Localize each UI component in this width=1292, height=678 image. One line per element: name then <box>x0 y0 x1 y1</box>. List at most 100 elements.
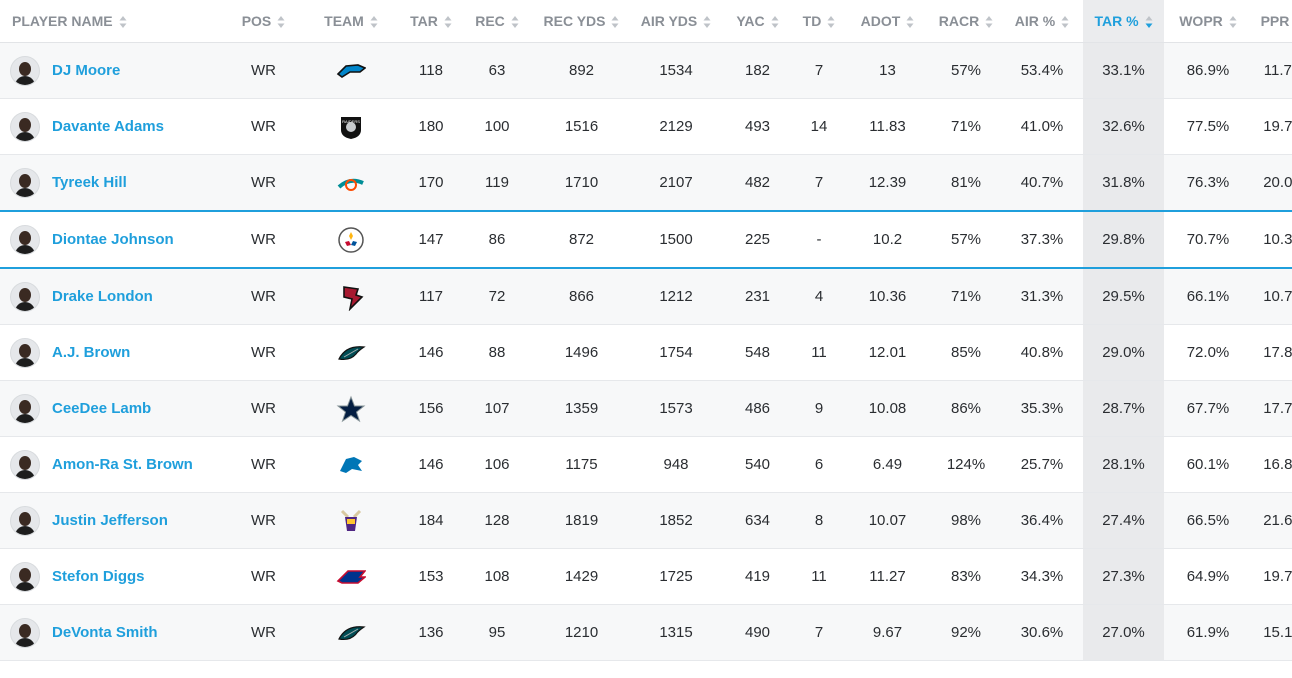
tar-pct-cell: 27.3% <box>1083 548 1164 605</box>
tar-cell: 184 <box>400 492 462 549</box>
table-row[interactable]: Drake London WR 117 72 866 1212 231 4 10.36 71% 31… <box>0 268 1292 325</box>
player-name-link[interactable]: Tyreek Hill <box>52 174 127 191</box>
racr-cell: 81% <box>931 154 1001 212</box>
pos-cell: WR <box>225 98 302 155</box>
column-header-air-yds[interactable]: AIR YDS <box>631 0 721 43</box>
tar-cell: 153 <box>400 548 462 605</box>
table-row[interactable]: Diontae Johnson WR 147 86 872 1500 225-10.2 57%… <box>0 210 1292 269</box>
rec-cell: 106 <box>462 436 532 493</box>
sort-icon[interactable] <box>1229 15 1237 29</box>
column-header-td[interactable]: TD <box>794 0 844 43</box>
column-header-air-pct[interactable]: AIR % <box>1001 0 1083 43</box>
player-name-link[interactable]: Justin Jefferson <box>52 512 168 529</box>
wopr-cell: 77.5% <box>1164 98 1252 155</box>
adot-cell: 6.49 <box>844 436 931 493</box>
player-name-link[interactable]: DeVonta Smith <box>52 624 158 641</box>
rec-cell: 108 <box>462 548 532 605</box>
player-name-link[interactable]: Davante Adams <box>52 118 164 135</box>
wopr-cell: 61.9% <box>1164 604 1252 661</box>
table-row[interactable]: Tyreek Hill WR 170 119 1710 2107 482 7 12.39 81% 4… <box>0 154 1292 212</box>
column-header-label: PLAYER NAME <box>12 12 113 29</box>
tar-pct-cell: 27.4% <box>1083 492 1164 549</box>
player-name-link[interactable]: Drake London <box>52 288 153 305</box>
player-name-link[interactable]: Stefon Diggs <box>52 568 145 585</box>
column-header-label: AIR % <box>1014 12 1056 29</box>
table-row[interactable]: CeeDee Lamb WR 156 107 1359 1573 486 9 10.08 86% 3… <box>0 380 1292 437</box>
column-header-pos[interactable]: POS <box>225 0 302 43</box>
wopr-cell: 67.7% <box>1164 380 1252 437</box>
column-header-name[interactable]: PLAYER NAME <box>0 0 225 43</box>
sort-icon[interactable] <box>906 15 914 29</box>
sort-icon[interactable] <box>771 15 779 29</box>
falcons-logo <box>336 285 366 311</box>
sort-icon[interactable] <box>1145 15 1153 29</box>
yac-cell: 490 <box>721 604 794 661</box>
column-header-racr[interactable]: RACR <box>931 0 1001 43</box>
sort-icon[interactable] <box>703 15 711 29</box>
player-name-link[interactable]: CeeDee Lamb <box>52 400 152 417</box>
column-header-adot[interactable]: ADOT <box>844 0 931 43</box>
dolphins-logo <box>336 173 366 191</box>
wopr-cell: 60.1% <box>1164 436 1252 493</box>
yac-cell: 231 <box>721 268 794 325</box>
yac-cell: 548 <box>721 324 794 381</box>
sort-icon[interactable] <box>444 15 452 29</box>
player-name-link[interactable]: DJ Moore <box>52 62 121 79</box>
ppr-cell: 10.74 <box>1252 268 1292 325</box>
table-row[interactable]: Justin Jefferson WR 184 128 1819 1852 634 8 10.0… <box>0 492 1292 549</box>
team-cell <box>302 548 400 605</box>
table-row[interactable]: Stefon Diggs WR 153 108 1429 1725 419 11 11.27 83… <box>0 548 1292 605</box>
sort-icon[interactable] <box>611 15 619 29</box>
sort-icon[interactable] <box>511 15 519 29</box>
ppr-cell: 21.63 <box>1252 492 1292 549</box>
column-header-tar[interactable]: TAR <box>400 0 462 43</box>
column-header-yac[interactable]: YAC <box>721 0 794 43</box>
column-header-label: YAC <box>736 12 765 29</box>
sort-icon[interactable] <box>119 15 127 29</box>
column-header-tar-pct[interactable]: TAR % <box>1083 0 1164 43</box>
table-row[interactable]: Amon-Ra St. Brown WR 146 106 1175 948 540 6 6.49… <box>0 436 1292 493</box>
air-yds-cell: 2129 <box>631 98 721 155</box>
pos-cell: WR <box>225 492 302 549</box>
table-row[interactable]: DJ Moore WR 118 63 892 1534 182 7 13 57% 53.4% 33.1… <box>0 42 1292 99</box>
player-name-link[interactable]: Amon-Ra St. Brown <box>52 456 193 473</box>
pos-cell: WR <box>225 324 302 381</box>
air-yds-cell: 1573 <box>631 380 721 437</box>
adot-cell: 9.67 <box>844 604 931 661</box>
pos-cell: WR <box>225 268 302 325</box>
table-row[interactable]: Davante Adams WR RAIDERS 180 100 1516 2129 493 1… <box>0 98 1292 155</box>
adot-cell: 12.39 <box>844 154 931 212</box>
air-pct-cell: 53.4% <box>1001 42 1083 99</box>
ppr-cell: 11.74 <box>1252 42 1292 99</box>
player-name-link[interactable]: A.J. Brown <box>52 344 131 361</box>
sort-icon[interactable] <box>1061 15 1069 29</box>
table-row[interactable]: DeVonta Smith WR 136 95 1210 1315 490 7 9.67 92% 3… <box>0 604 1292 661</box>
sort-icon[interactable] <box>370 15 378 29</box>
pos-cell: WR <box>225 436 302 493</box>
tar-pct-cell: 29.5% <box>1083 268 1164 325</box>
yac-cell: 486 <box>721 380 794 437</box>
column-header-team[interactable]: TEAM <box>302 0 400 43</box>
pos-cell: WR <box>225 154 302 212</box>
column-header-rec[interactable]: REC <box>462 0 532 43</box>
td-cell: 6 <box>794 436 844 493</box>
column-header-ppr[interactable]: PPR <box>1252 0 1292 43</box>
wopr-cell: 64.9% <box>1164 548 1252 605</box>
air-yds-cell: 1500 <box>631 210 721 269</box>
team-cell <box>302 436 400 493</box>
player-name-link[interactable]: Diontae Johnson <box>52 231 174 248</box>
sort-icon[interactable] <box>827 15 835 29</box>
adot-cell: 11.83 <box>844 98 931 155</box>
column-header-wopr[interactable]: WOPR <box>1164 0 1252 43</box>
rec-yds-cell: 1516 <box>532 98 631 155</box>
sort-icon[interactable] <box>985 15 993 29</box>
td-cell: 8 <box>794 492 844 549</box>
tar-pct-cell: 27.0% <box>1083 604 1164 661</box>
player-name-cell: DeVonta Smith <box>0 604 225 661</box>
td-cell: - <box>794 210 844 269</box>
rec-cell: 88 <box>462 324 532 381</box>
air-yds-cell: 1725 <box>631 548 721 605</box>
sort-icon[interactable] <box>277 15 285 29</box>
column-header-rec-yds[interactable]: REC YDS <box>532 0 631 43</box>
table-row[interactable]: A.J. Brown WR 146 88 1496 1754 548 11 12.01 85% 40… <box>0 324 1292 381</box>
